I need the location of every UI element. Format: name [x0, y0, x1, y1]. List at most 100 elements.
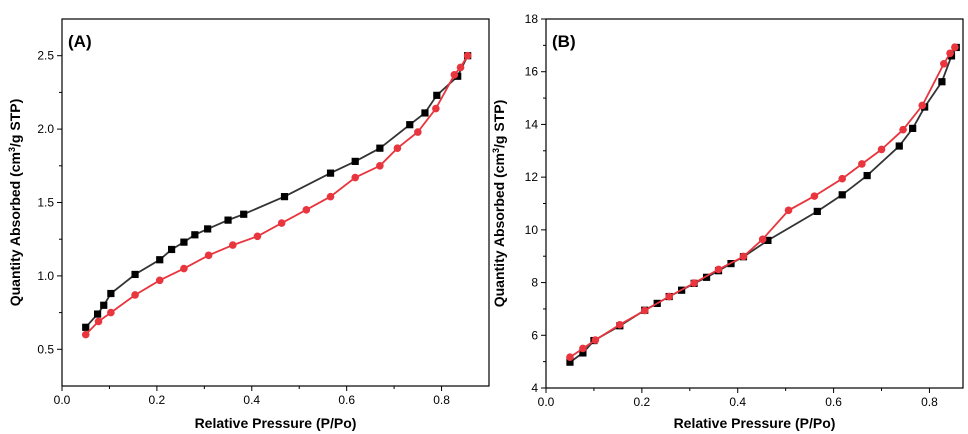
panel-b-desorption-point [899, 125, 907, 134]
panel-a-desorption-point [253, 232, 262, 241]
panel-a-x-axis-label: Relative Pressure (P/Po) [195, 415, 357, 431]
panel-a-y-tick-label: 1.0 [37, 269, 54, 283]
panel-a-x-tick-label: 0.8 [433, 393, 450, 407]
panel-b-desorption-point [810, 192, 819, 200]
panel-a: 0.0 0.2 0.4 0.6 0.8 0.5 1.0 1.5 2.0 2.5 (A) Relat… [7, 18, 490, 431]
panel-b-y-tick-label: 6 [531, 328, 538, 342]
panel-a-y-axis-label-main: Quantity Absorbed (cm [7, 152, 23, 306]
panel-a-x-tick-label: 0.4 [243, 393, 260, 407]
panel-a-desorption-point [456, 63, 465, 72]
panel-a-marks [81, 51, 472, 339]
panel-b-desorption-point [690, 279, 698, 287]
panel-b-x-tick-label: 0.2 [634, 395, 651, 409]
panel-b-x-tick-label: 0.0 [538, 395, 555, 409]
panel-b-desorption-point [665, 292, 673, 301]
panel-a-adsorption-point [93, 310, 102, 318]
panel-b-y-tick-label: 16 [525, 65, 539, 79]
panel-b-desorption-point [739, 252, 748, 261]
panel-a-y-tick-label: 2.5 [37, 49, 54, 63]
panel-a-adsorption-point [240, 210, 248, 218]
panel-a-x-tick-label: 0.6 [338, 393, 355, 407]
panel-b-adsorption-point [702, 273, 711, 281]
panel-a-adsorption-point [421, 109, 429, 117]
panel-a-adsorption-point [156, 256, 164, 264]
panel-a-adsorption-point [204, 225, 212, 233]
panel-b-adsorption-point [863, 171, 871, 180]
panel-a-desorption-point [94, 317, 103, 326]
panel-a-adsorption-point [131, 270, 139, 279]
panel-b-y-tick-label: 12 [525, 170, 539, 184]
panel-a-adsorption-point [280, 193, 289, 201]
panel-a-adsorption-point [167, 245, 176, 254]
panel-b-desorption-point [877, 145, 886, 154]
panel-a-adsorption-point [107, 289, 115, 298]
panel-a-desorption-point [326, 192, 335, 201]
panel-a-adsorption-point [326, 169, 335, 177]
panel-a-desorption-point [351, 173, 360, 182]
panel-b-y-tick-label: 10 [525, 223, 539, 237]
panel-b-adsorption-point [813, 207, 821, 216]
panel-a-adsorption-point [224, 216, 232, 224]
panel-a-y-tick-label: 1.5 [37, 196, 54, 210]
panel-b-x-tick-label: 0.4 [729, 395, 746, 409]
panel-a-adsorption-point [180, 238, 188, 246]
panel-b: 0.0 0.2 0.4 0.6 0.8 4 6 8 10 12 14 16 18 (B) Relativ… [491, 12, 964, 431]
panel-b-desorption-point [714, 265, 723, 274]
panel-b-y-axis-label: Quantity Absorbed (cm3/g STP) [491, 100, 507, 308]
panel-b-y-tick-label: 14 [525, 117, 539, 131]
panel-a-desorption-point [414, 128, 422, 136]
panel-b-adsorption-point [764, 236, 772, 244]
panel-a-desorption-point [463, 51, 472, 60]
panel-a-label: (A) [68, 32, 92, 51]
panel-a-adsorption-point [351, 157, 359, 165]
panel-b-desorption-point [918, 101, 927, 110]
panel-b-adsorption-point [909, 124, 917, 132]
panel-b-desorption-point [858, 160, 866, 168]
panel-a-desorption-point [180, 264, 188, 273]
panel-a-desorption-point [393, 144, 402, 152]
panel-a-desorption-point [277, 219, 286, 227]
panel-a-desorption-point [376, 162, 384, 170]
panel-b-desorption-point [951, 43, 959, 52]
panel-b-y-tick-label: 4 [531, 381, 538, 395]
panel-b-x-axis-label: Relative Pressure (P/Po) [674, 415, 836, 431]
panel-a-desorption-point [229, 241, 237, 249]
panel-b-desorption-point [616, 320, 624, 329]
panel-a-desorption-point [432, 104, 440, 113]
panel-a-x-tick-label: 0.2 [149, 393, 166, 407]
panel-a-plot-frame [61, 18, 490, 387]
panel-a-desorption-point [81, 330, 90, 339]
panel-b-adsorption-point [566, 358, 574, 366]
panel-a-y-axis-label: Quantity Absorbed (cm3/g STP) [7, 99, 23, 307]
panel-b-desorption-point [758, 235, 767, 244]
panel-b-x-tick-label: 0.6 [825, 395, 842, 409]
panel-a-desorption-point [302, 206, 311, 214]
panel-a-y-axis-label-rest: /g STP) [7, 99, 23, 147]
panel-b-desorption-point [579, 344, 587, 353]
panel-b-desorption-point [940, 60, 948, 68]
panel-b-adsorption-point [579, 349, 587, 357]
panel-b-adsorption-point [838, 191, 846, 199]
panel-a-desorption-point [450, 70, 459, 79]
panel-b-desorption-line [569, 46, 956, 358]
panel-b-desorption-point [946, 49, 954, 58]
panel-a-adsorption-point [82, 323, 90, 331]
panel-b-label: (B) [552, 32, 576, 51]
panel-a-adsorption-line [85, 55, 469, 328]
panel-a-desorption-point [155, 276, 164, 285]
panel-b-ticks: 0.0 0.2 0.4 0.6 0.8 4 6 8 10 12 14 16 18 [525, 12, 938, 409]
panel-a-adsorption-point [100, 301, 108, 309]
panel-a-y-tick-label: 2.0 [37, 122, 54, 136]
panel-b-y-axis-label-rest: /g STP) [491, 100, 507, 148]
panel-b-marks [566, 43, 960, 366]
panel-b-desorption-point [784, 206, 793, 215]
panel-b-y-axis-label-main: Quantity Absorbed (cm [491, 153, 507, 307]
panel-a-desorption-point [204, 251, 213, 260]
panel-b-y-axis-label-sup: 3 [491, 148, 501, 153]
panel-a-adsorption-point [376, 144, 384, 152]
panel-a-desorption-point [107, 308, 115, 317]
panel-a-adsorption-point [406, 121, 414, 129]
panel-a-x-tick-label: 0.0 [54, 393, 71, 407]
panel-b-adsorption-line [569, 47, 958, 363]
